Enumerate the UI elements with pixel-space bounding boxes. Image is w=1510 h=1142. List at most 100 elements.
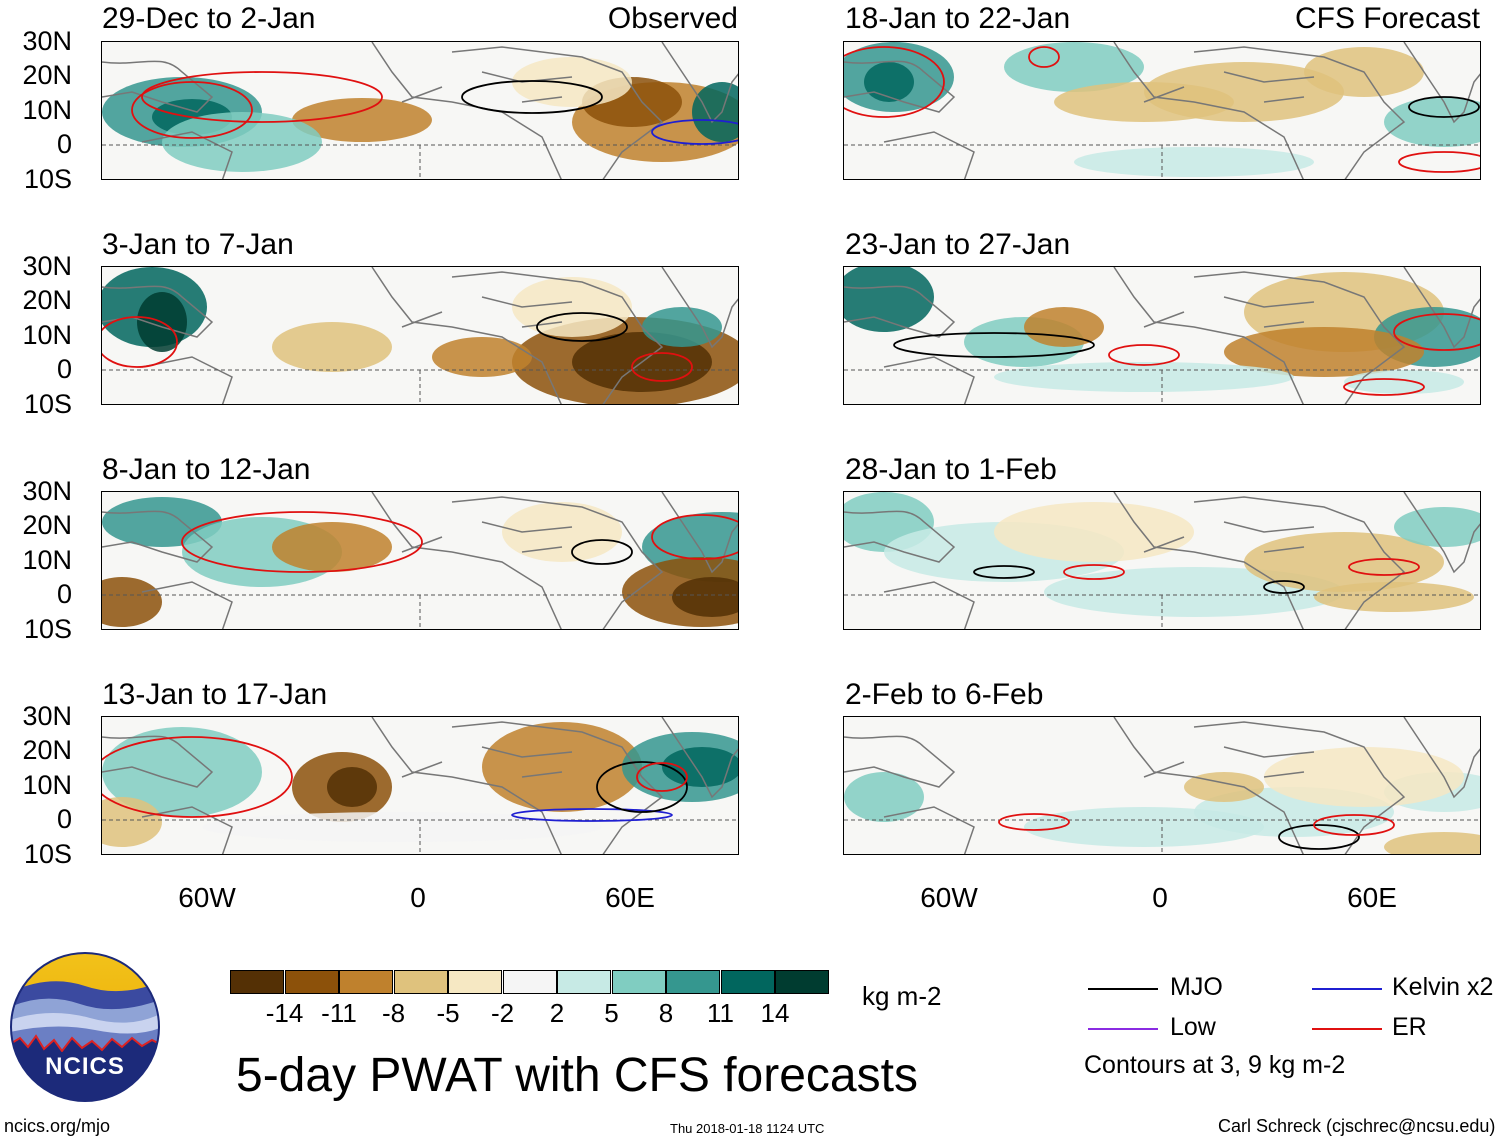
coastline	[661, 492, 738, 574]
colorbar-tick-label: 14	[760, 998, 790, 1028]
anomaly-region	[994, 502, 1194, 562]
lat-label: 10S	[23, 389, 72, 419]
anomaly-region	[102, 497, 222, 547]
wave-contour	[1278, 824, 1360, 850]
colorbar-tick-label: 11	[707, 998, 734, 1028]
anomaly-region	[864, 62, 914, 102]
anomaly-region	[1004, 42, 1144, 92]
wave-contour	[102, 736, 293, 818]
anomaly-region	[432, 337, 532, 377]
wave-contour	[1063, 564, 1125, 580]
wave-contour	[651, 514, 738, 560]
panel-date: 18-Jan to 22-Jan	[845, 2, 1071, 35]
colorbar-cell	[611, 970, 666, 994]
coastline	[883, 806, 975, 854]
lat-label: 30N	[22, 701, 72, 731]
lon-label-60w-right: 60W	[920, 882, 978, 913]
panel-date: 2-Feb to 6-Feb	[845, 678, 1044, 711]
wave-contour	[1343, 378, 1425, 396]
wave-contour	[631, 352, 693, 382]
ncics-logo: NCICS	[10, 952, 160, 1102]
coastline	[1143, 296, 1315, 328]
wave-contour	[511, 808, 673, 822]
map-observed-1	[101, 41, 739, 180]
anomaly-region	[642, 307, 722, 347]
lat-label: 0	[56, 129, 72, 159]
pwat-anomaly-map	[102, 42, 738, 179]
wave-contour	[893, 332, 1095, 358]
anomaly-region	[327, 767, 377, 807]
wave-contour	[636, 762, 688, 792]
coastline	[883, 356, 975, 404]
anomaly-region	[1024, 307, 1104, 347]
map-observed-4	[101, 716, 739, 855]
lat-label: 10S	[23, 839, 72, 869]
anomaly-region	[1224, 327, 1424, 377]
legend-label-low: Low	[1170, 1013, 1216, 1041]
units-label: kg m-2	[862, 981, 942, 1011]
lat-label: 10N	[22, 320, 72, 350]
anomaly-region	[162, 112, 322, 172]
coastline	[451, 271, 664, 404]
lat-label: 20N	[22, 285, 72, 315]
colorbar-tick-label: -2	[490, 998, 515, 1028]
legend-line-low	[1088, 1028, 1158, 1030]
panel-date: 29-Dec to 2-Jan	[102, 2, 316, 35]
anomaly-region	[102, 797, 162, 847]
coastline	[102, 60, 214, 113]
wave-contour	[102, 316, 178, 368]
coastline	[1193, 46, 1406, 179]
lat-label: 0	[56, 579, 72, 609]
coastline	[844, 510, 956, 563]
pwat-anomaly-map	[844, 42, 1480, 179]
map-forecast-2	[843, 266, 1481, 405]
wave-contour	[461, 80, 603, 114]
coastline	[1113, 492, 1304, 629]
lon-label-60e-left: 60E	[605, 882, 655, 913]
coastline	[102, 510, 214, 563]
footer-site: ncics.org/mjo	[4, 1116, 111, 1136]
wave-contour	[1393, 313, 1480, 351]
coastline	[661, 717, 738, 799]
panel-date: 23-Jan to 27-Jan	[845, 228, 1071, 261]
footer-timestamp: Thu 2018-01-18 1124 UTC	[670, 1121, 825, 1136]
anomaly-region	[844, 772, 924, 822]
lat-label: 30N	[22, 476, 72, 506]
coastline	[1113, 717, 1304, 854]
wave-contour	[131, 81, 253, 139]
wave-contour	[1028, 46, 1060, 68]
wave-contour	[973, 565, 1035, 579]
anomaly-region	[1184, 772, 1264, 802]
colorbar-tick-label: -14	[265, 998, 304, 1028]
pwat-anomaly-map	[102, 492, 738, 629]
coastline	[1193, 721, 1406, 854]
lat-label: 10S	[23, 614, 72, 644]
colorbar-tick-label: 5	[604, 998, 619, 1028]
legend-line-mjo	[1088, 988, 1158, 990]
anomaly-region	[994, 362, 1294, 392]
legend-line-er	[1312, 1028, 1382, 1030]
lon-label-0-right: 0	[1152, 882, 1168, 913]
coastline	[844, 60, 956, 113]
lat-label: 0	[56, 804, 72, 834]
anomaly-region	[1394, 507, 1480, 547]
coastline	[1403, 42, 1480, 124]
wave-contour	[844, 46, 945, 118]
anomaly-region	[272, 522, 392, 572]
pwat-anomaly-map	[844, 267, 1480, 404]
coastline	[371, 42, 562, 179]
colorbar-tick-label: -5	[436, 998, 460, 1028]
anomaly-region	[1344, 370, 1464, 394]
colorbar-tick-label: 2	[549, 998, 565, 1028]
lat-label: 20N	[22, 735, 72, 765]
coastline	[1403, 717, 1480, 799]
lon-label-0-left: 0	[410, 882, 426, 913]
anomaly-region	[1144, 62, 1344, 122]
coastline	[883, 131, 975, 179]
coastline	[141, 131, 233, 179]
figure-title: 5-day PWAT with CFS forecasts	[236, 1049, 918, 1102]
legend-label-kelvin: Kelvin x2	[1392, 973, 1494, 1001]
coastline	[141, 581, 233, 629]
anomaly-region	[502, 502, 622, 562]
coastline	[102, 285, 214, 338]
